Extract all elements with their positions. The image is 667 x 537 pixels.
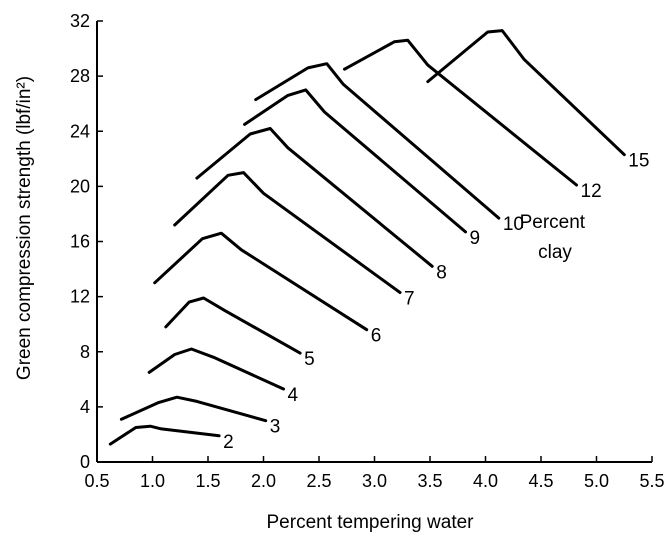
series-label-15: 15 — [628, 151, 649, 172]
series-line-8 — [195, 127, 434, 268]
series-label-9: 9 — [470, 228, 481, 249]
y-axis-label: Green compression strength (lbf/in²) — [14, 76, 35, 380]
x-tick-label: 4.5 — [528, 471, 553, 491]
y-tick-label: 4 — [80, 397, 90, 417]
ticks: 0.5 1.0 1.5 2.0 2.5 3.0 3.5 4.0 4.5 5.0 5.5 0 4 8 12 16… — [70, 11, 665, 491]
x-tick-label: 3.0 — [362, 471, 387, 491]
legend-title: Percent clay — [520, 212, 591, 263]
series-lines — [108, 29, 626, 446]
x-tick-label: 4.0 — [473, 471, 498, 491]
x-axis-label: Percent tempering water — [267, 512, 475, 533]
series-label-5: 5 — [304, 349, 315, 370]
series-line-2 — [108, 424, 221, 446]
x-tick-label: 3.5 — [417, 471, 442, 491]
y-tick-label: 28 — [70, 66, 90, 86]
y-tick-label: 0 — [80, 452, 90, 472]
series-line-10 — [254, 62, 501, 220]
x-tick-label: 1.5 — [195, 471, 220, 491]
series-line-4 — [147, 347, 285, 391]
series-line-7 — [173, 171, 402, 294]
x-tick-label: 5.5 — [639, 471, 664, 491]
y-tick-label: 32 — [70, 11, 90, 31]
series-labels: 2 345 6 78 9 10 12 15 — [223, 151, 649, 453]
series-label-2: 2 — [223, 432, 234, 453]
series-line-12 — [343, 38, 578, 187]
x-tick-label: 5.0 — [584, 471, 609, 491]
x-tick-label: 2.0 — [251, 471, 276, 491]
series-line-3 — [119, 395, 268, 423]
series-label-12: 12 — [581, 181, 602, 202]
series-line-15 — [426, 29, 626, 157]
x-tick-label: 1.0 — [140, 471, 165, 491]
series-label-7: 7 — [404, 288, 415, 309]
y-tick-label: 24 — [70, 121, 90, 141]
x-tick-label: 2.5 — [306, 471, 331, 491]
series-label-4: 4 — [287, 385, 298, 406]
y-tick-label: 8 — [80, 342, 90, 362]
series-label-3: 3 — [270, 417, 281, 438]
y-tick-label: 12 — [70, 287, 90, 307]
series-label-6: 6 — [371, 326, 382, 347]
legend-title-line-1: Percent — [520, 212, 586, 233]
series-label-10: 10 — [503, 214, 524, 235]
series-line-6 — [153, 231, 369, 332]
legend-title-line-2: clay — [538, 242, 572, 263]
x-tick-label: 0.5 — [84, 471, 109, 491]
series-line-5 — [164, 296, 302, 355]
y-tick-label: 16 — [70, 232, 90, 252]
y-tick-label: 20 — [70, 176, 90, 196]
series-line-9 — [243, 88, 467, 234]
series-label-8: 8 — [436, 262, 447, 283]
